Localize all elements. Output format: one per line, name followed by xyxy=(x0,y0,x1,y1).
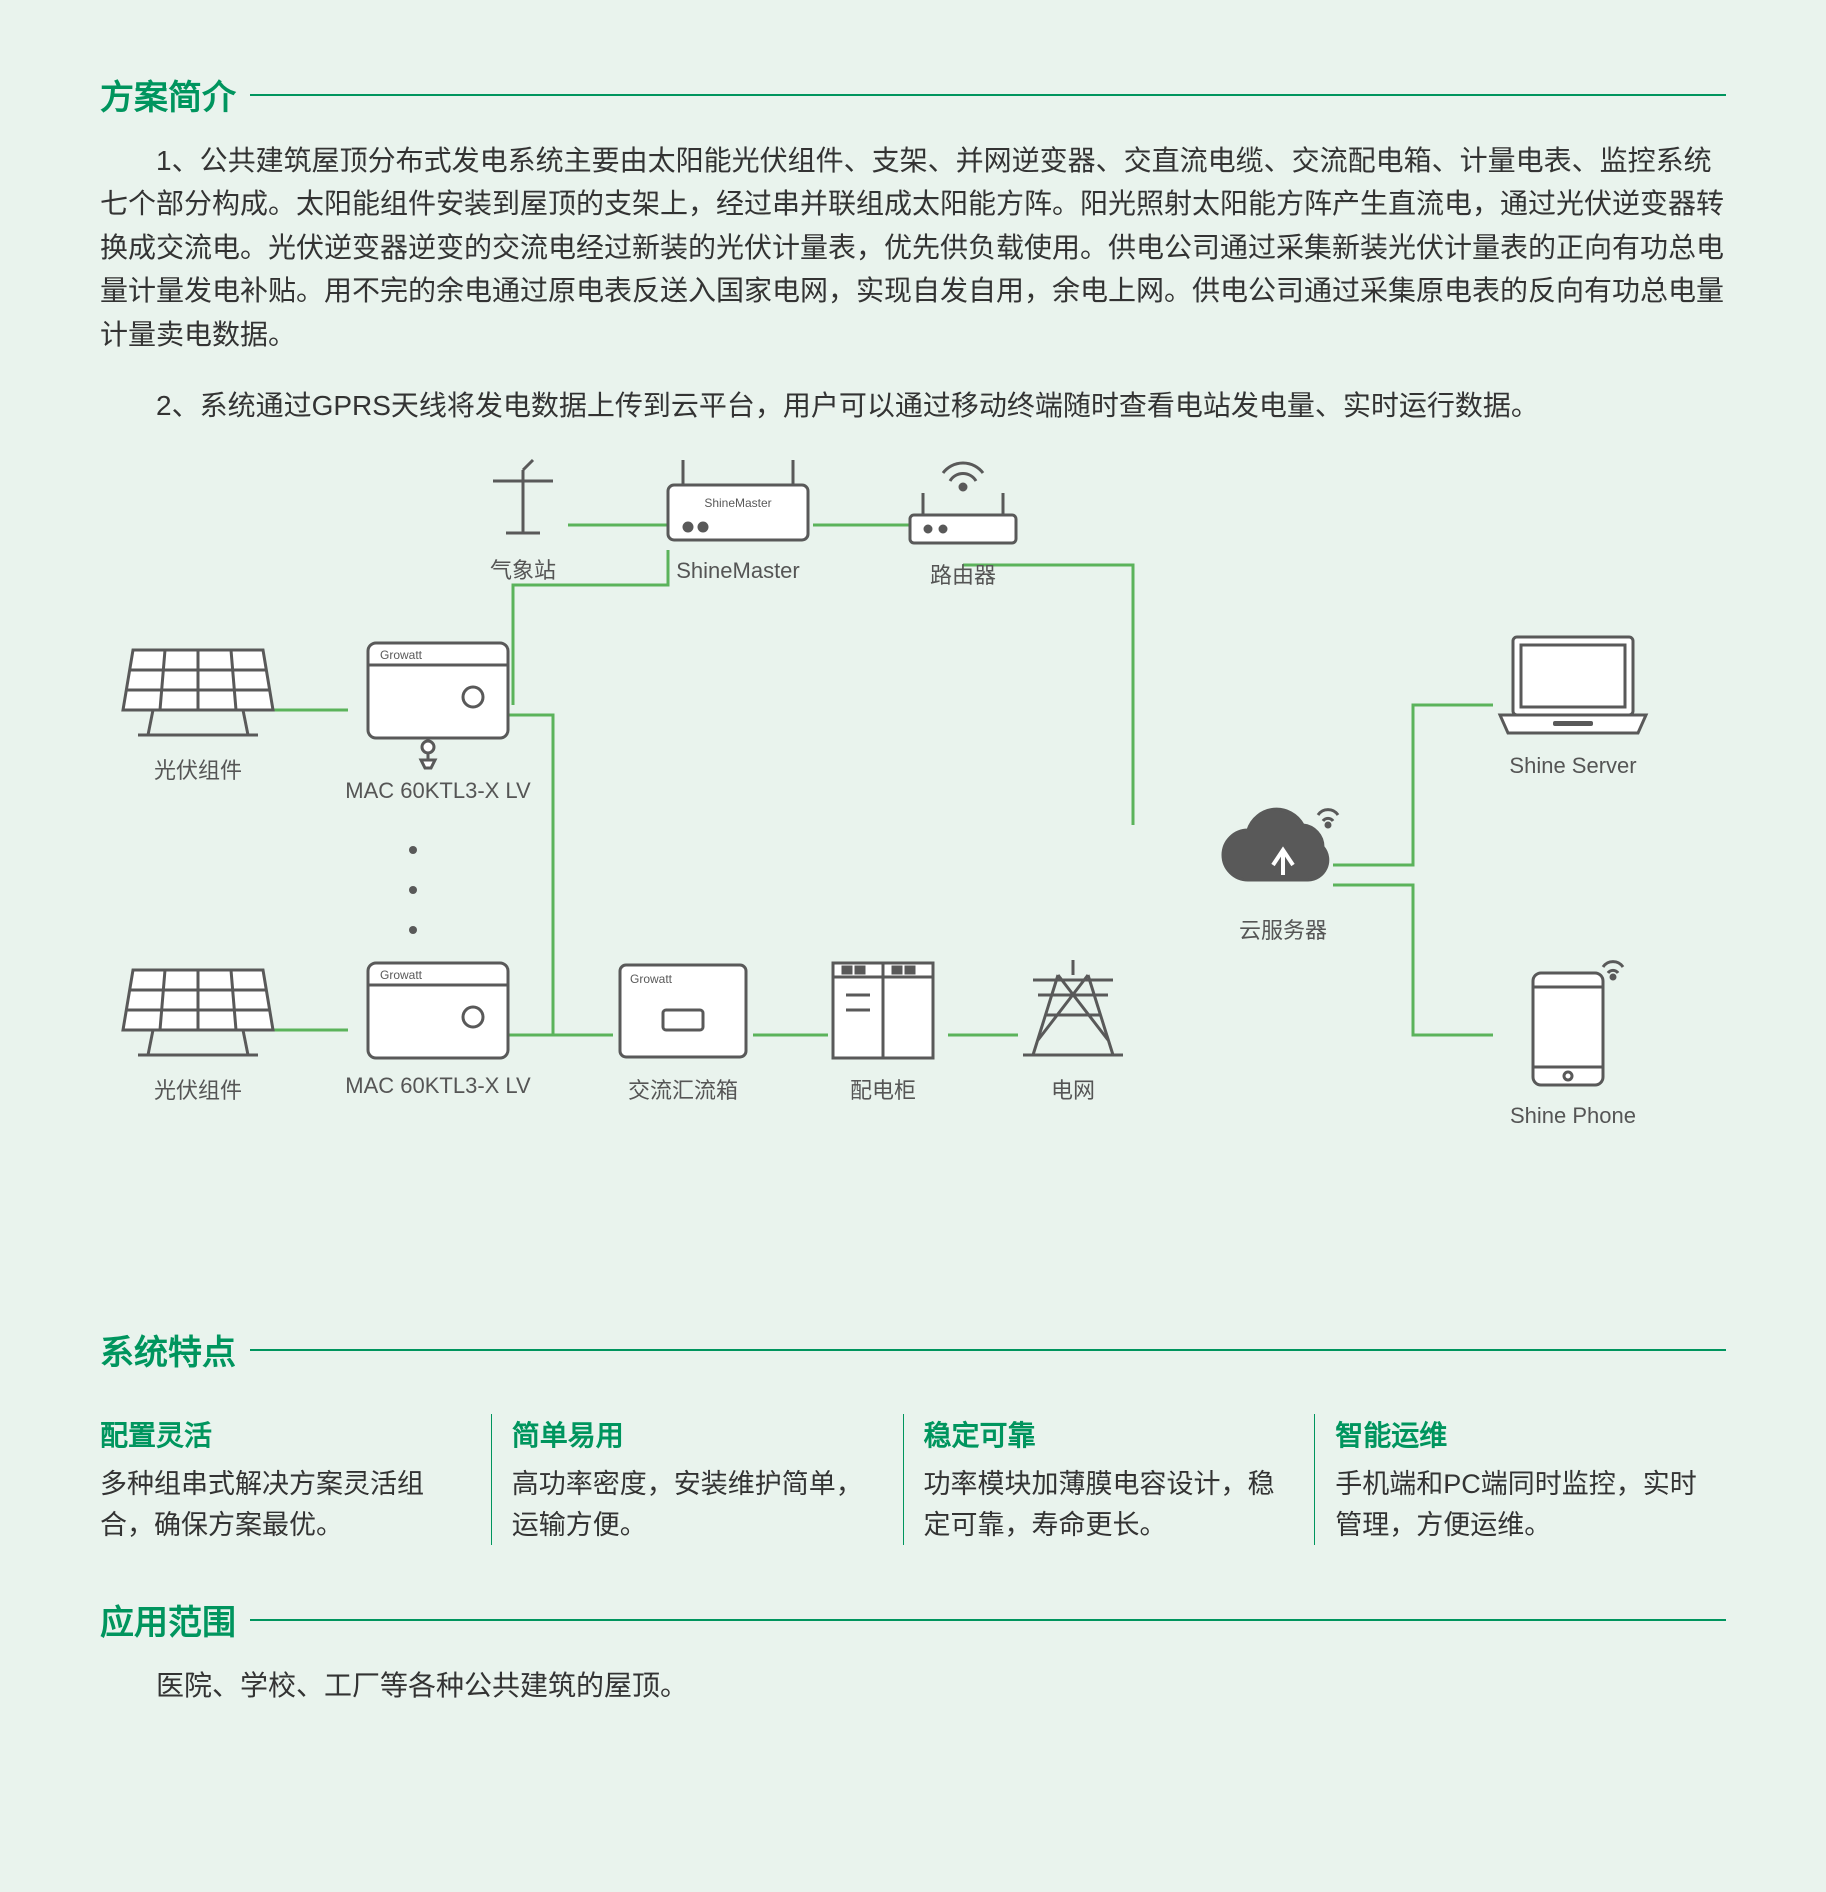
router-label: 路由器 xyxy=(893,558,1033,590)
node-inverter-2: Growatt MAC 60KTL3-X LV xyxy=(333,955,543,1099)
intro-paragraph-2: 2、系统通过GPRS天线将发电数据上传到云平台，用户可以通过移动终端随时查看电站… xyxy=(100,384,1726,427)
intro-header: 方案简介 xyxy=(100,70,1726,119)
inverter-icon: Growatt xyxy=(358,955,518,1065)
feature-desc: 多种组串式解决方案灵活组合，确保方案最优。 xyxy=(100,1464,471,1545)
solar-panel-icon xyxy=(118,635,278,745)
node-pv-2: 光伏组件 xyxy=(113,955,283,1105)
solar-panel-icon xyxy=(118,955,278,1065)
server-label: Shine Server xyxy=(1483,753,1663,779)
intro-paragraph-1: 1、公共建筑屋顶分布式发电系统主要由太阳能光伏组件、支架、并网逆变器、交直流电缆… xyxy=(100,139,1726,356)
inv2-label: MAC 60KTL3-X LV xyxy=(333,1073,543,1099)
weather-station-icon xyxy=(478,455,568,545)
features-line xyxy=(250,1349,1726,1351)
shinemaster-label: ShineMaster xyxy=(653,558,823,584)
phone-label: Shine Phone xyxy=(1483,1103,1663,1129)
node-pv-1: 光伏组件 xyxy=(113,635,283,785)
node-cloud-server: 云服务器 xyxy=(1208,785,1358,945)
feature-desc: 手机端和PC端同时监控，实时管理，方便运维。 xyxy=(1335,1464,1706,1545)
feature-item: 稳定可靠 功率模块加薄膜电容设计，稳定可靠，寿命更长。 xyxy=(903,1414,1315,1545)
cloud-icon xyxy=(1213,785,1353,905)
cabinet-label: 配电柜 xyxy=(813,1073,953,1105)
node-shine-server: Shine Server xyxy=(1483,625,1663,779)
feature-title: 智能运维 xyxy=(1335,1414,1706,1454)
cloud-label: 云服务器 xyxy=(1208,913,1358,945)
cabinet-icon xyxy=(818,955,948,1065)
svg-text:Growatt: Growatt xyxy=(380,968,423,982)
shinemaster-icon: ShineMaster xyxy=(658,455,818,550)
scope-line xyxy=(250,1619,1726,1621)
node-inverter-1: Growatt MAC 60KTL3-X LV xyxy=(333,635,543,804)
features-row: 配置灵活 多种组串式解决方案灵活组合，确保方案最优。 简单易用 高功率密度，安装… xyxy=(100,1414,1726,1545)
feature-title: 简单易用 xyxy=(512,1414,883,1454)
grid-label: 电网 xyxy=(1008,1073,1138,1105)
node-weather-station: 气象站 xyxy=(473,455,573,585)
feature-title: 稳定可靠 xyxy=(924,1414,1295,1454)
features-header: 系统特点 xyxy=(100,1325,1726,1374)
node-shine-phone: Shine Phone xyxy=(1483,955,1663,1129)
node-shinemaster: ShineMaster ShineMaster xyxy=(653,455,823,584)
power-tower-icon xyxy=(1013,955,1133,1065)
svg-text:ShineMaster: ShineMaster xyxy=(704,496,771,510)
system-diagram: 气象站 ShineMaster ShineMaster xyxy=(113,455,1713,1275)
feature-title: 配置灵活 xyxy=(100,1414,471,1454)
feature-item: 简单易用 高功率密度，安装维护简单，运输方便。 xyxy=(491,1414,903,1545)
features-title: 系统特点 xyxy=(100,1325,250,1374)
inv1-label: MAC 60KTL3-X LV xyxy=(333,778,543,804)
svg-text:Growatt: Growatt xyxy=(630,972,673,986)
node-combiner-box: Growatt 交流汇流箱 xyxy=(598,955,768,1105)
node-router: 路由器 xyxy=(893,455,1033,590)
node-distribution-cabinet: 配电柜 xyxy=(813,955,953,1105)
phone-icon xyxy=(1503,955,1643,1095)
feature-desc: 功率模块加薄膜电容设计，稳定可靠，寿命更长。 xyxy=(924,1464,1295,1545)
combiner-box-icon: Growatt xyxy=(608,955,758,1065)
laptop-icon xyxy=(1488,625,1658,745)
svg-text:Growatt: Growatt xyxy=(380,648,423,662)
pv2-label: 光伏组件 xyxy=(113,1073,283,1105)
scope-title: 应用范围 xyxy=(100,1595,250,1644)
combiner-label: 交流汇流箱 xyxy=(598,1073,768,1105)
scope-text: 医院、学校、工厂等各种公共建筑的屋顶。 xyxy=(100,1664,1726,1704)
pv1-label: 光伏组件 xyxy=(113,753,283,785)
intro-title: 方案简介 xyxy=(100,70,250,119)
inverter-icon: Growatt xyxy=(358,635,518,770)
scope-header: 应用范围 xyxy=(100,1595,1726,1644)
router-icon xyxy=(898,455,1028,550)
intro-line xyxy=(250,94,1726,96)
weather-label: 气象站 xyxy=(473,553,573,585)
node-power-grid: 电网 xyxy=(1008,955,1138,1105)
feature-item: 智能运维 手机端和PC端同时监控，实时管理，方便运维。 xyxy=(1314,1414,1726,1545)
feature-item: 配置灵活 多种组串式解决方案灵活组合，确保方案最优。 xyxy=(100,1414,491,1545)
feature-desc: 高功率密度，安装维护简单，运输方便。 xyxy=(512,1464,883,1545)
